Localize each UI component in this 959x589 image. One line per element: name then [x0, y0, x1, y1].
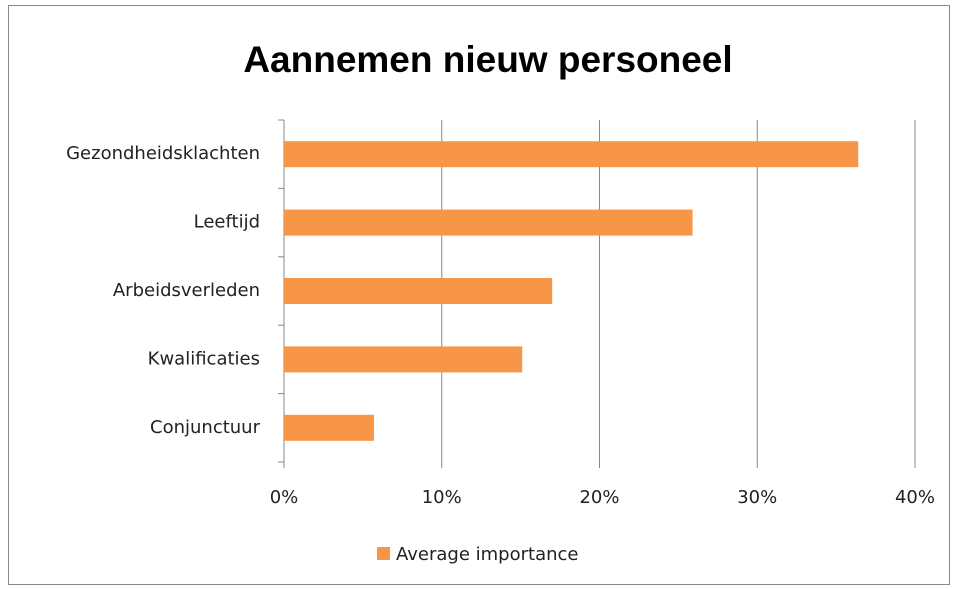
x-tick-label: 30% — [737, 487, 777, 508]
bar — [284, 346, 523, 373]
legend-swatch — [377, 547, 390, 560]
legend-label: Average importance — [396, 544, 578, 565]
y-tick-label: Arbeidsverleden — [113, 280, 260, 301]
bar — [284, 209, 693, 236]
bar — [284, 278, 553, 304]
chart-title: Aannemen nieuw personeel — [243, 39, 732, 80]
bar — [284, 141, 859, 168]
x-tick-label: 40% — [895, 487, 935, 508]
y-tick-label: Conjunctuur — [150, 417, 261, 438]
bar — [284, 414, 374, 441]
x-tick-label: 0% — [270, 487, 299, 508]
x-tick-label: 20% — [579, 487, 619, 508]
x-tick-label: 10% — [422, 487, 462, 508]
y-tick-label: Gezondheidsklachten — [66, 143, 260, 164]
y-tick-label: Kwalificaties — [148, 348, 260, 369]
y-tick-label: Leeftijd — [194, 212, 260, 233]
